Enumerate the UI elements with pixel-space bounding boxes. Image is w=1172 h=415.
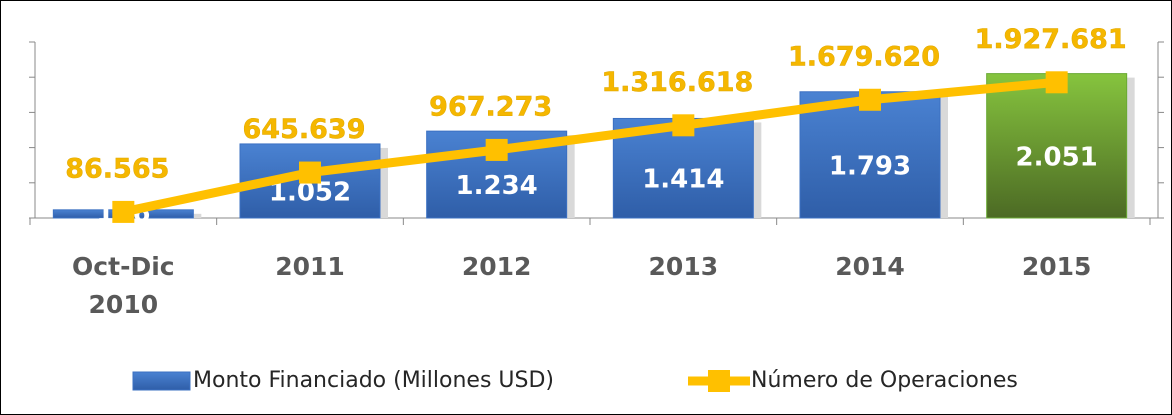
legend-label: Número de Operaciones xyxy=(751,368,1018,393)
bar-label: 1.793 xyxy=(829,151,911,181)
bar-label: 2.051 xyxy=(1016,142,1098,172)
line-marker xyxy=(112,200,135,223)
x-tick-label: 2011 xyxy=(275,252,345,281)
legend-label: Monto Financiado (Millones USD) xyxy=(193,368,554,393)
line-marker xyxy=(1045,71,1068,94)
x-tick-label: 2012 xyxy=(462,252,532,281)
line-label: 1.679.620 xyxy=(788,41,940,72)
legend-swatch xyxy=(132,371,191,391)
line-marker xyxy=(859,88,881,111)
legend-marker xyxy=(708,370,730,392)
line-marker xyxy=(485,138,508,161)
line-label: 967.273 xyxy=(429,91,552,122)
bar-label: 1.234 xyxy=(456,171,538,201)
line-label: 86.565 xyxy=(65,153,169,184)
line-marker xyxy=(672,114,695,137)
bar xyxy=(799,91,941,219)
x-tick-label: Oct-Dic 2010 xyxy=(72,252,175,319)
line-label: 1.927.681 xyxy=(975,24,1127,55)
x-tick-label: 2014 xyxy=(835,252,905,281)
line xyxy=(122,77,1058,217)
bar xyxy=(986,73,1128,219)
line-label: 1.316.618 xyxy=(601,67,753,98)
x-tick-label: 2015 xyxy=(1022,252,1092,281)
line-label: 645.639 xyxy=(243,114,366,145)
line-marker xyxy=(299,161,321,184)
bar-label: 1.414 xyxy=(642,165,724,195)
x-tick-label: 2013 xyxy=(649,252,719,281)
